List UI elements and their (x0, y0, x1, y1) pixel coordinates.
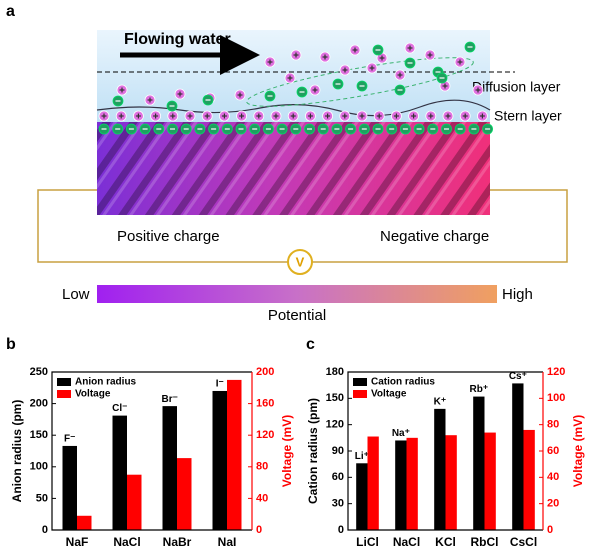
x-tick-label: NaCl (393, 535, 420, 549)
bar (62, 445, 77, 530)
y2-tick-label: 200 (256, 366, 274, 378)
y2-tick-label: 80 (256, 461, 268, 473)
x-tick-label: KCl (435, 535, 456, 549)
bar (406, 437, 418, 530)
bar (445, 435, 457, 530)
bar-label: Br⁻ (162, 394, 178, 405)
bar-label: Na⁺ (392, 428, 410, 439)
bar (112, 415, 127, 530)
voltmeter (287, 249, 313, 275)
y-tick-label: 250 (30, 366, 48, 378)
bar-label: F⁻ (64, 434, 75, 445)
voltmeter-label: V (296, 254, 305, 269)
y-tick-label: 150 (326, 392, 344, 404)
y-tick-label: 60 (332, 471, 344, 483)
y2-tick-label: 160 (256, 398, 274, 410)
panel-label: c (306, 336, 315, 353)
flow-label: Flowing water (124, 31, 231, 48)
y-tick-label: 30 (332, 498, 344, 510)
bar (367, 436, 379, 530)
y-tick-label: 50 (36, 492, 48, 504)
y-axis-label: Cation radius (pm) (306, 398, 320, 504)
bar (212, 390, 227, 530)
bar-label: K⁺ (434, 397, 447, 408)
y-tick-label: 0 (338, 524, 344, 536)
low-label: Low (62, 286, 90, 303)
bar (77, 515, 92, 530)
potential-label: Potential (268, 307, 326, 324)
bar (512, 383, 524, 530)
legend-negative: Negative charge (380, 228, 489, 245)
axis-frame (51, 371, 252, 531)
y2-axis-label: Voltage (mV) (280, 415, 294, 487)
y-tick-label: 150 (30, 429, 48, 441)
x-tick-label: RbCl (471, 535, 499, 549)
y2-tick-label: 100 (547, 392, 565, 404)
x-tick-label: CsCl (510, 535, 537, 549)
panel-a: a Flowing water Diffusion layer Stern la… (6, 3, 568, 324)
x-tick-label: NaCl (113, 535, 140, 549)
y-axis-label: Anion radius (pm) (10, 400, 24, 503)
y2-tick-label: 80 (547, 419, 559, 431)
bar (177, 458, 192, 530)
bar-label: Li⁺ (355, 451, 369, 462)
electrode-texture (97, 122, 490, 215)
bar (356, 463, 368, 530)
y-tick-label: 180 (326, 366, 344, 378)
y2-tick-label: 60 (547, 445, 559, 457)
legend-label: Cation radius (371, 377, 435, 388)
y2-axis-label: Voltage (mV) (571, 415, 585, 487)
legend-swatch (57, 390, 71, 398)
diffusion-label: Diffusion layer (472, 79, 561, 95)
legend-swatch (57, 378, 71, 386)
y2-tick-label: 120 (256, 429, 274, 441)
bar (473, 396, 485, 530)
bar (395, 440, 407, 530)
y2-tick-label: 120 (547, 366, 565, 378)
panel-label: a (6, 3, 15, 20)
legend-label: Voltage (75, 389, 111, 400)
bar (227, 379, 242, 530)
bar-chart: c 0 30 60 90 120 150 180 0 20 40 60 80 100 120 Cation r… (306, 336, 585, 549)
legend-positive: Positive charge (117, 228, 220, 245)
y2-tick-label: 40 (256, 492, 268, 504)
bar-label: Cs⁺ (509, 371, 527, 382)
bar-label: Rb⁺ (470, 384, 489, 395)
x-tick-label: NaI (218, 535, 237, 549)
legend-label: Voltage (371, 389, 407, 400)
legend-label: Anion radius (75, 377, 137, 388)
stern-label: Stern layer (494, 108, 562, 124)
y-tick-label: 90 (332, 445, 344, 457)
y-tick-label: 0 (42, 524, 48, 536)
ion-cluster (246, 57, 474, 107)
bar (523, 429, 535, 530)
y-tick-label: 120 (326, 419, 344, 431)
y2-tick-label: 20 (547, 498, 559, 510)
bar (162, 406, 177, 530)
bar (127, 474, 142, 530)
y2-tick-label: 40 (547, 471, 559, 483)
bar-chart: b 0 50 100 150 200 250 0 40 80 120 160 200 Anion radi… (6, 336, 294, 549)
y2-tick-label: 0 (256, 524, 262, 536)
legend-swatch (353, 378, 367, 386)
circuit-wire (37, 189, 568, 263)
panel-label: b (6, 336, 16, 353)
legend-swatch (353, 390, 367, 398)
x-tick-label: NaF (66, 535, 89, 549)
axis-frame (347, 371, 543, 531)
y2-tick-label: 0 (547, 524, 553, 536)
bar (484, 432, 496, 530)
potential-bar (97, 285, 497, 303)
y-tick-label: 200 (30, 398, 48, 410)
bar (434, 408, 446, 530)
charges (98, 41, 494, 135)
y-tick-label: 100 (30, 461, 48, 473)
x-tick-label: NaBr (163, 535, 192, 549)
x-tick-label: LiCl (356, 535, 379, 549)
bar-label: Cl⁻ (112, 403, 127, 414)
bar-label: I⁻ (216, 379, 224, 390)
high-label: High (502, 286, 533, 303)
